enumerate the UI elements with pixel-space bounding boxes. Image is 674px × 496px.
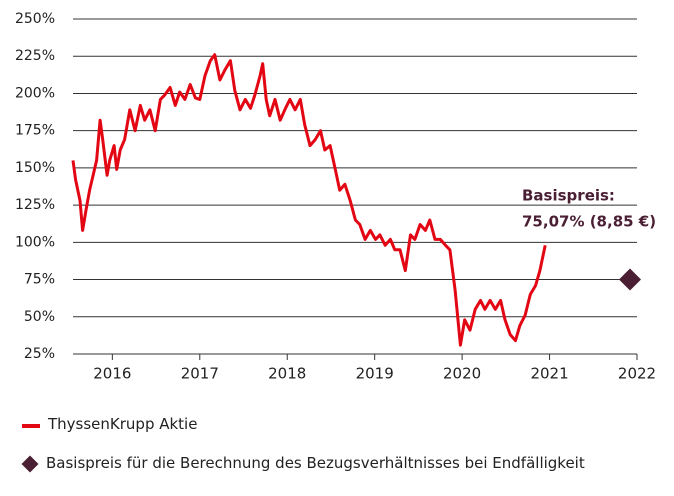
y-tick-label: 50%	[24, 309, 55, 325]
y-tick-label: 75%	[24, 272, 55, 288]
y-tick-label: 150%	[15, 160, 55, 176]
y-tick-label: 100%	[15, 234, 55, 250]
y-tick-label: 125%	[15, 197, 55, 213]
x-tick-label: 2020	[443, 365, 481, 383]
legend-item: ThyssenKrupp Aktie	[22, 415, 197, 433]
chart: Basispreis: 75,07% (8,85 €) 25% 50% 75% 100…	[15, 11, 656, 383]
x-tick-label: 2021	[530, 365, 568, 383]
x-tick-label: 2019	[356, 365, 394, 383]
y-tick-label: 200%	[15, 85, 55, 101]
annotation: Basispreis:	[522, 187, 615, 205]
legend-label: Basispreis für die Berechnung des Bezugs…	[46, 454, 585, 472]
legend-item: Basispreis für die Berechnung des Bezugs…	[21, 452, 622, 475]
marker	[619, 268, 642, 291]
y-tick-label: 175%	[15, 123, 55, 139]
legend-swatch	[21, 455, 39, 473]
y-tick-label: 225%	[15, 48, 55, 64]
x-tick-label: 2018	[268, 365, 306, 383]
legend-label: ThyssenKrupp Aktie	[48, 415, 198, 433]
y-tick-label: 25%	[24, 346, 55, 362]
y-tick-label: 250%	[15, 11, 55, 27]
legend-swatch	[22, 424, 40, 428]
x-tick-label: 2017	[181, 365, 219, 383]
x-tick-label: 2022	[618, 365, 656, 383]
line	[71, 53, 547, 347]
x-tick-label: 2016	[93, 365, 131, 383]
annotation: 75,07% (8,85 €)	[522, 213, 656, 231]
